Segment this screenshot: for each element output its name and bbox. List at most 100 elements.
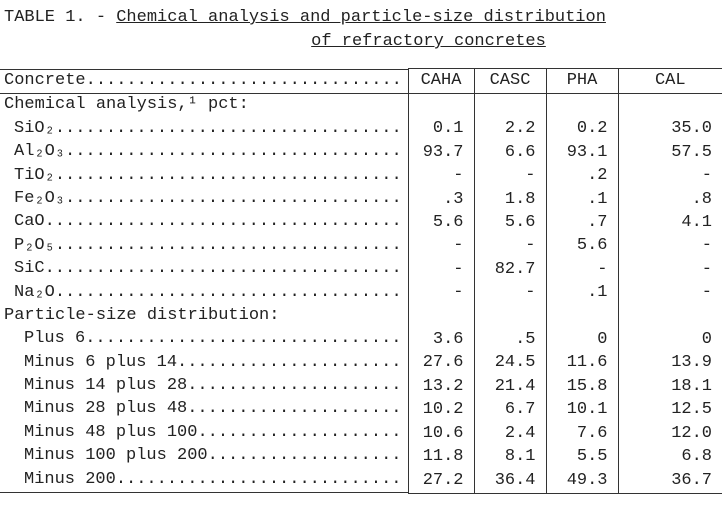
column-header: PHA — [545, 67, 618, 95]
row-label: Na₂O — [0, 282, 408, 305]
value-cell: .8 — [617, 187, 722, 212]
title-line: of refractory concretes — [4, 30, 723, 54]
value-cell: - — [617, 234, 722, 259]
row-label: SiC — [0, 258, 408, 281]
value-cell: 10.1 — [545, 398, 618, 422]
leader-dots — [65, 188, 403, 211]
value-cell: 3.6 — [407, 328, 474, 352]
data-row: Plus 63.6.500 — [0, 328, 722, 352]
leader-dots — [65, 141, 403, 164]
title-text: Chemical analysis and particle-size dist… — [116, 8, 606, 27]
row-label: Minus 14 plus 28 — [0, 375, 408, 398]
row-label: SiO₂ — [0, 118, 408, 141]
value-cell: 93.1 — [545, 141, 618, 165]
label-text: Na₂O — [14, 282, 55, 302]
row-label: Minus 28 plus 48 — [0, 398, 408, 421]
label-text: Minus 14 plus 28 — [24, 376, 188, 396]
value-cell: 7.6 — [545, 421, 618, 446]
value-cell: 49.3 — [545, 468, 618, 494]
label-text: Concrete — [4, 70, 86, 90]
leader-dots — [86, 70, 404, 93]
row-label: Concrete — [0, 68, 408, 94]
empty-cell — [473, 93, 546, 118]
value-cell: 27.2 — [407, 468, 474, 494]
leader-dots — [177, 352, 403, 375]
label-text: P₂O₅ — [14, 235, 55, 255]
value-cell: .5 — [473, 328, 546, 352]
row-label: P₂O₅ — [0, 235, 408, 258]
value-cell: 0.2 — [545, 117, 618, 142]
value-cell: 93.7 — [407, 141, 474, 165]
value-cell: 13.2 — [407, 375, 474, 399]
data-row: P₂O₅--5.6- — [0, 234, 722, 259]
label-text: Fe₂O₃ — [14, 188, 66, 208]
empty-cell — [407, 93, 474, 118]
value-cell: - — [473, 281, 546, 305]
value-cell: - — [407, 258, 474, 282]
value-cell: 11.6 — [545, 351, 618, 376]
value-cell: 13.9 — [617, 351, 722, 376]
row-label: CaO — [0, 211, 408, 234]
value-cell: - — [473, 234, 546, 259]
leader-dots — [55, 165, 404, 188]
row-label: Minus 200 — [0, 469, 408, 494]
value-cell: 10.6 — [407, 421, 474, 446]
value-cell: .1 — [545, 281, 618, 305]
table-title: TABLE 1. - Chemical analysis and particl… — [4, 6, 723, 54]
value-cell: 0 — [545, 328, 618, 352]
value-cell: 15.8 — [545, 375, 618, 399]
value-cell: - — [407, 234, 474, 259]
value-cell: 5.5 — [545, 445, 618, 469]
leader-dots — [55, 282, 404, 305]
row-label: Al₂O₃ — [0, 141, 408, 164]
column-header: CAL — [617, 67, 722, 95]
leader-dots — [208, 445, 404, 468]
value-cell: 24.5 — [473, 351, 546, 376]
value-cell: - — [407, 281, 474, 305]
value-cell: 5.6 — [545, 234, 618, 259]
value-cell: 35.0 — [617, 117, 722, 142]
data-row: TiO₂--.2- — [0, 164, 722, 188]
data-row: Fe₂O₃ .31.8.1.8 — [0, 187, 722, 212]
value-cell: 5.6 — [407, 211, 474, 235]
label-text: Minus 6 plus 14 — [24, 352, 178, 372]
value-cell: 1.8 — [473, 187, 546, 212]
value-cell: 11.8 — [407, 445, 474, 469]
value-cell: 8.1 — [473, 445, 546, 469]
row-label: Minus 48 plus 100 — [0, 422, 408, 445]
value-cell: .1 — [545, 187, 618, 212]
data-row: Minus 14 plus 28 13.221.415.818.1 — [0, 375, 722, 399]
value-cell: 10.2 — [407, 398, 474, 422]
row-label: Minus 6 plus 14 — [0, 352, 408, 375]
title-line: TABLE 1. - Chemical analysis and particl… — [4, 6, 723, 30]
value-cell: 18.1 — [617, 375, 722, 399]
data-row: Minus 100 plus 200 11.88.15.56.8 — [0, 445, 722, 469]
value-cell: 57.5 — [617, 141, 722, 165]
leader-dots — [45, 211, 404, 234]
value-cell: - — [473, 164, 546, 188]
data-row: Minus 200 27.236.449.336.7 — [0, 468, 722, 494]
empty-cell — [473, 304, 546, 329]
leader-dots — [55, 235, 404, 258]
value-cell: 2.4 — [473, 421, 546, 446]
label-text: Minus 200 — [24, 469, 116, 489]
empty-cell — [617, 304, 722, 329]
leader-dots — [45, 258, 404, 281]
value-cell: - — [545, 258, 618, 282]
data-row: Na₂O--.1- — [0, 281, 722, 305]
empty-cell — [545, 304, 618, 329]
value-cell: 6.6 — [473, 141, 546, 165]
data-row: SiC-82.7-- — [0, 258, 722, 282]
leader-dots — [187, 398, 403, 421]
value-cell: - — [617, 258, 722, 282]
data-row: Al₂O₃ 93.76.693.157.5 — [0, 141, 722, 165]
value-cell: 36.7 — [617, 468, 722, 494]
label-text: Chemical analysis,¹ pct: — [4, 94, 249, 114]
value-cell: 2.2 — [473, 117, 546, 142]
data-row: Minus 48 plus 100 10.62.47.612.0 — [0, 421, 722, 446]
column-header: CASC — [473, 67, 546, 95]
